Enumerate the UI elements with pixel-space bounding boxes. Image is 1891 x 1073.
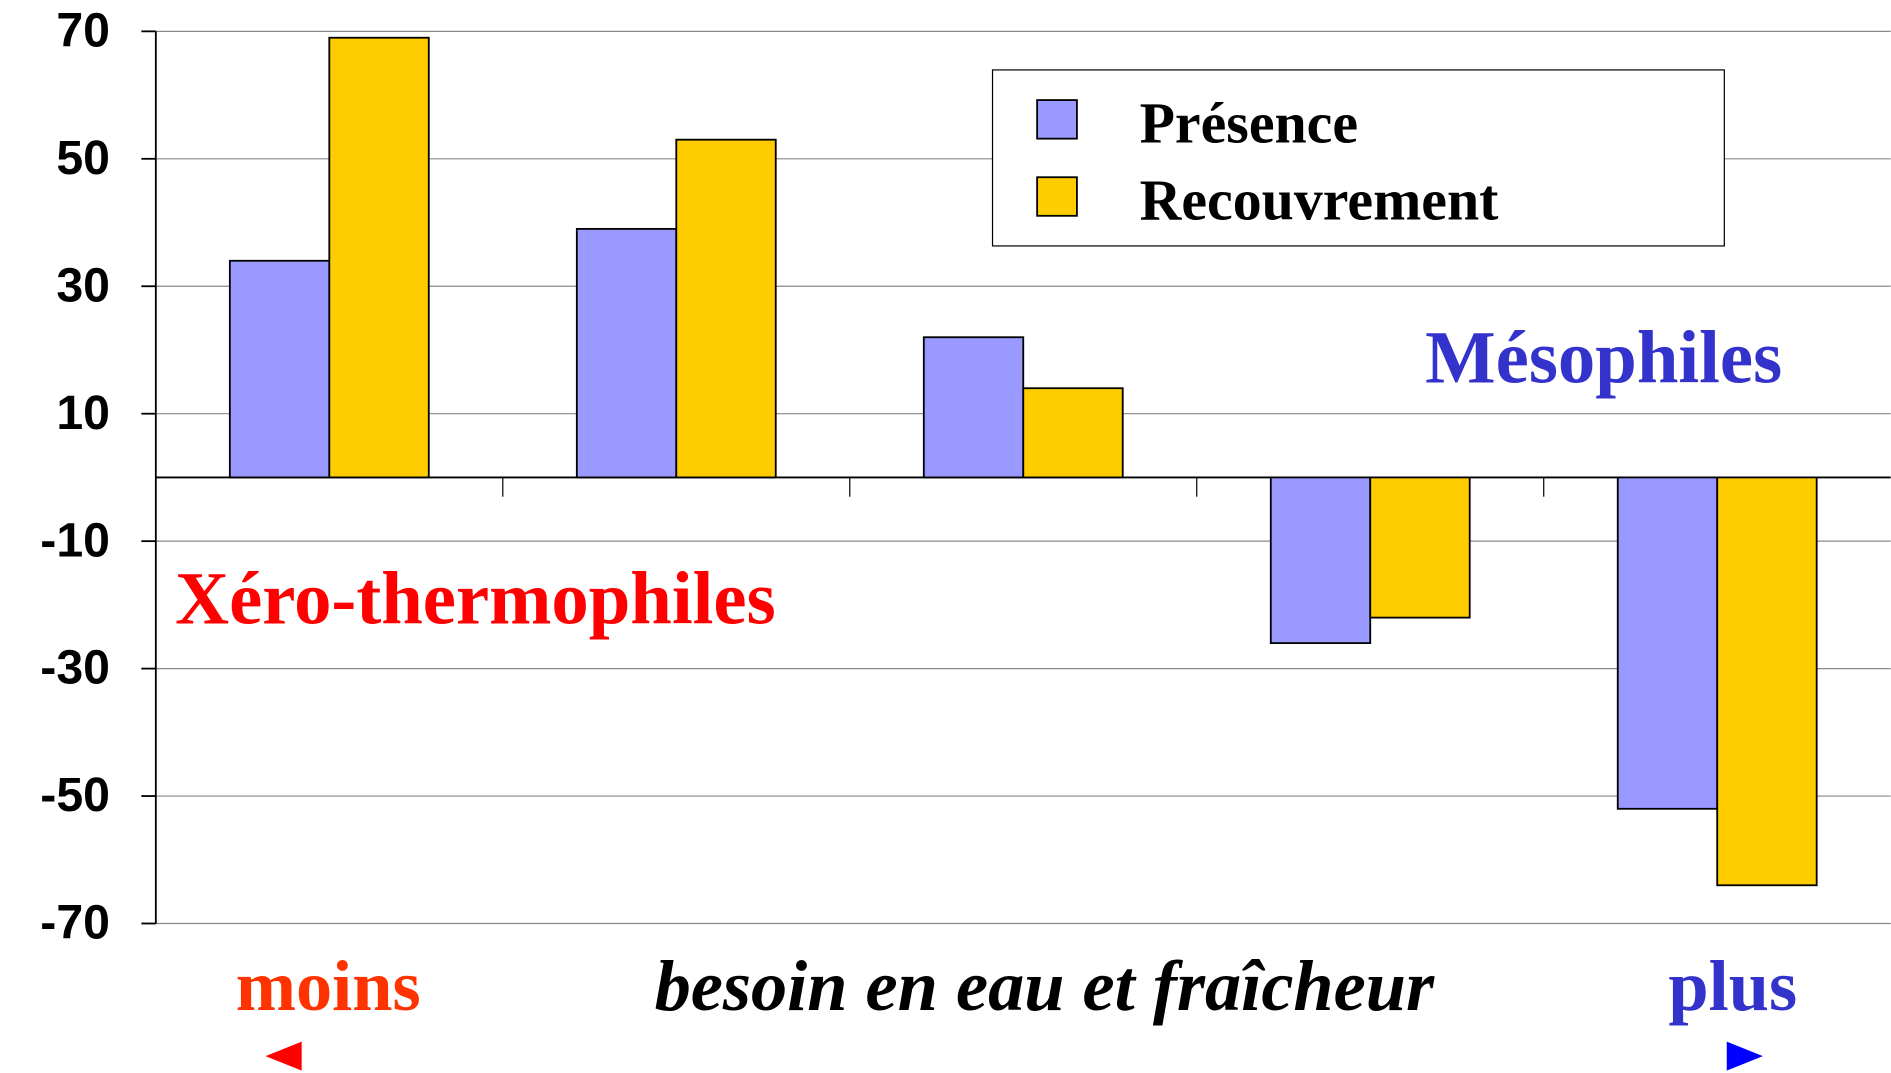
y-tick-label: -30 bbox=[40, 641, 110, 695]
annotation: Mésophiles bbox=[1425, 316, 1782, 399]
bar bbox=[1369, 476, 1471, 619]
legend-label: Présence bbox=[1140, 90, 1358, 155]
bar bbox=[575, 227, 678, 479]
legend-swatch bbox=[1036, 99, 1078, 140]
legend-box bbox=[991, 69, 1725, 247]
bar bbox=[922, 336, 1025, 479]
bar bbox=[1022, 387, 1124, 479]
bar bbox=[1716, 476, 1818, 887]
y-tick-label: 50 bbox=[56, 131, 110, 185]
annotation: Xéro-thermophiles bbox=[175, 558, 776, 641]
bar bbox=[328, 36, 430, 479]
y-tick-label: -50 bbox=[40, 768, 110, 822]
x-axis-label: besoin en eau et fraîcheur bbox=[655, 946, 1435, 1026]
annotation: plus bbox=[1668, 946, 1797, 1026]
y-tick-label: 10 bbox=[56, 386, 110, 440]
legend-swatch bbox=[1036, 176, 1078, 217]
arrow-head bbox=[265, 1041, 302, 1071]
legend-label: Recouvrement bbox=[1140, 167, 1500, 232]
bar bbox=[228, 259, 331, 479]
y-tick-label: 30 bbox=[56, 258, 110, 312]
arrow-head bbox=[1726, 1041, 1763, 1071]
y-tick-label: -10 bbox=[40, 513, 110, 567]
y-tick-label: -70 bbox=[40, 896, 110, 950]
annotation: moins bbox=[236, 946, 421, 1026]
bar bbox=[675, 138, 777, 479]
y-tick-label: 70 bbox=[56, 3, 110, 57]
bar bbox=[1269, 476, 1372, 645]
bar bbox=[1616, 476, 1719, 810]
